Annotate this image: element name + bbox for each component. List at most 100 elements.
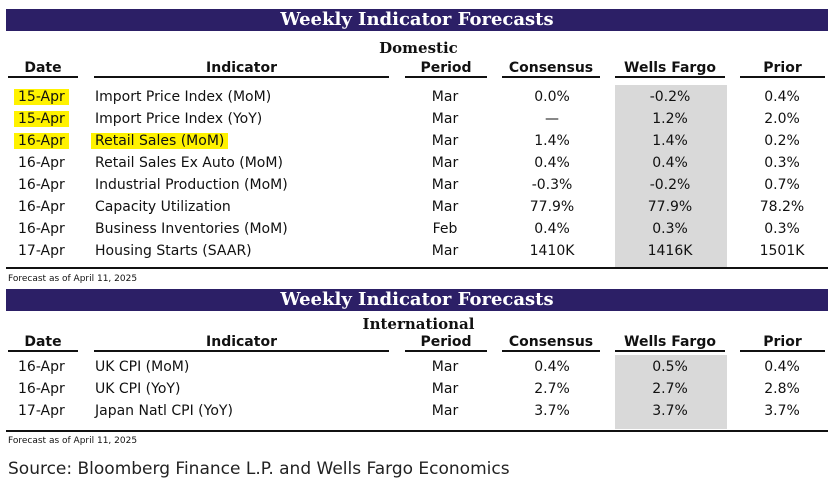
row-wells-fargo: 0.3% — [652, 221, 688, 237]
row-period: Mar — [431, 199, 459, 215]
row-indicator: Industrial Production (MoM) — [95, 177, 288, 193]
row-date-cell: 16-Apr — [18, 153, 65, 173]
row-consensus: -0.3% — [531, 177, 573, 193]
header-wells-fargo: Wells Fargo — [615, 60, 725, 78]
row-wells-fargo: 0.4% — [652, 155, 688, 171]
domestic-subtitle: Domestic — [379, 39, 458, 57]
row-consensus: 77.9% — [529, 199, 575, 215]
source-line: Source: Bloomberg Finance L.P. and Wells… — [8, 459, 510, 479]
row-consensus: 0.4% — [534, 359, 570, 375]
row-consensus: 2.7% — [534, 381, 570, 397]
row-date: 17-Apr — [18, 243, 65, 259]
international-bottom-rule — [6, 430, 828, 432]
row-indicator-cell: Import Price Index (YoY) — [95, 109, 262, 129]
header-consensus: Consensus — [502, 334, 600, 352]
row-date: 15-Apr — [14, 111, 69, 127]
row-consensus: 1410K — [529, 243, 575, 259]
row-period: Mar — [431, 89, 459, 105]
row-date-cell: 16-Apr — [18, 175, 65, 195]
row-indicator-cell: Industrial Production (MoM) — [95, 175, 288, 195]
wells-fargo-column-shade — [615, 85, 727, 267]
row-consensus: 0.4% — [534, 155, 570, 171]
row-consensus: 0.0% — [534, 89, 570, 105]
domestic-bottom-rule — [6, 267, 828, 269]
row-indicator: Capacity Utilization — [95, 199, 231, 215]
row-indicator-cell: Import Price Index (MoM) — [95, 87, 271, 107]
row-prior: 78.2% — [759, 199, 805, 215]
row-period: Mar — [431, 155, 459, 171]
row-date: 17-Apr — [18, 403, 65, 419]
row-date-cell: 15-Apr — [14, 109, 69, 129]
row-indicator-cell: Retail Sales Ex Auto (MoM) — [95, 153, 283, 173]
domestic-forecast-note: Forecast as of April 11, 2025 — [8, 274, 138, 284]
row-prior: 2.0% — [764, 111, 800, 127]
row-prior: 0.4% — [764, 359, 800, 375]
row-date: 15-Apr — [14, 89, 69, 105]
row-date-cell: 16-Apr — [18, 197, 65, 217]
row-wells-fargo: 1416K — [647, 243, 693, 259]
row-wells-fargo: 1.4% — [652, 133, 688, 149]
header-date: Date — [8, 334, 78, 352]
row-indicator: Japan Natl CPI (YoY) — [95, 403, 233, 419]
row-consensus: 0.4% — [534, 221, 570, 237]
international-banner: Weekly Indicator Forecasts — [6, 289, 828, 311]
row-period: Mar — [431, 243, 459, 259]
row-date: 16-Apr — [18, 155, 65, 171]
row-wells-fargo: -0.2% — [649, 89, 691, 105]
row-indicator-cell: Business Inventories (MoM) — [95, 219, 288, 239]
row-indicator: Housing Starts (SAAR) — [95, 243, 252, 259]
row-date: 16-Apr — [18, 221, 65, 237]
header-wells-fargo: Wells Fargo — [615, 334, 725, 352]
row-indicator: Business Inventories (MoM) — [95, 221, 288, 237]
row-date-cell: 15-Apr — [14, 87, 69, 107]
international-subtitle: International — [362, 315, 475, 333]
row-date: 16-Apr — [18, 199, 65, 215]
row-period: Mar — [431, 177, 459, 193]
row-date-cell: 16-Apr — [18, 379, 65, 399]
row-indicator-cell: UK CPI (YoY) — [95, 379, 180, 399]
row-wells-fargo: 2.7% — [652, 381, 688, 397]
row-period: Mar — [431, 381, 459, 397]
header-date: Date — [8, 60, 78, 78]
row-date: 16-Apr — [18, 381, 65, 397]
row-prior: 0.2% — [764, 133, 800, 149]
header-prior: Prior — [740, 60, 825, 78]
row-period: Feb — [432, 221, 458, 237]
wells-fargo-column-shade — [615, 355, 727, 429]
row-wells-fargo: 0.5% — [652, 359, 688, 375]
row-indicator: Retail Sales (MoM) — [91, 133, 229, 149]
row-indicator: Import Price Index (YoY) — [95, 111, 263, 127]
header-prior: Prior — [740, 334, 825, 352]
header-indicator: Indicator — [94, 334, 389, 352]
row-wells-fargo: 3.7% — [652, 403, 688, 419]
row-date-cell: 17-Apr — [18, 241, 65, 261]
row-consensus: 1.4% — [534, 133, 570, 149]
row-wells-fargo: -0.2% — [649, 177, 691, 193]
row-period: Mar — [431, 111, 459, 127]
domestic-banner: Weekly Indicator Forecasts — [6, 9, 828, 31]
row-date-cell: 16-Apr — [18, 357, 65, 377]
row-indicator: Retail Sales Ex Auto (MoM) — [95, 155, 283, 171]
row-prior: 0.4% — [764, 89, 800, 105]
international-forecast-note: Forecast as of April 11, 2025 — [8, 436, 138, 446]
row-prior: 0.3% — [764, 221, 800, 237]
row-date: 16-Apr — [18, 359, 65, 375]
row-prior: 2.8% — [764, 381, 800, 397]
header-indicator: Indicator — [94, 60, 389, 78]
row-period: Mar — [431, 359, 459, 375]
row-indicator-cell: Retail Sales (MoM) — [91, 131, 229, 151]
row-prior: 0.7% — [764, 177, 800, 193]
row-prior: 1501K — [759, 243, 805, 259]
row-prior: 3.7% — [764, 403, 800, 419]
row-consensus: 3.7% — [534, 403, 570, 419]
header-period: Period — [405, 60, 487, 78]
row-indicator-cell: Capacity Utilization — [95, 197, 231, 217]
row-period: Mar — [431, 133, 459, 149]
row-consensus: — — [545, 111, 559, 127]
header-consensus: Consensus — [502, 60, 600, 78]
row-date-cell: 16-Apr — [18, 219, 65, 239]
row-indicator-cell: Japan Natl CPI (YoY) — [95, 401, 233, 421]
header-period: Period — [405, 334, 487, 352]
row-wells-fargo: 77.9% — [647, 199, 693, 215]
row-wells-fargo: 1.2% — [652, 111, 688, 127]
